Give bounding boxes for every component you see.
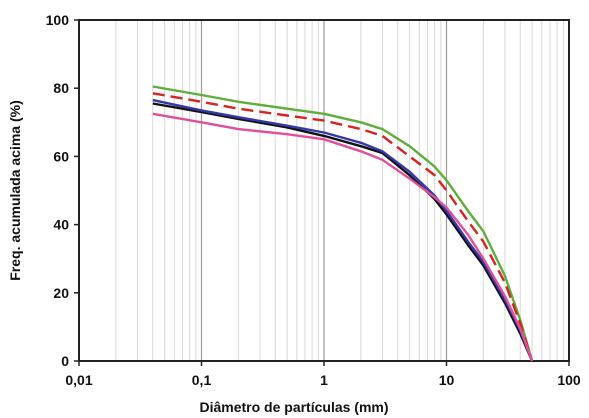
y-tick-label: 20 <box>53 285 69 301</box>
minor-gridlines <box>115 20 564 361</box>
y-tick-label: 0 <box>61 353 69 369</box>
y-tick-label: 80 <box>53 80 69 96</box>
x-axis-ticks: 0,01 0,1 1 10 100 <box>65 361 581 388</box>
x-tick-label: 0,1 <box>192 372 212 388</box>
series-line <box>152 112 534 362</box>
series-line <box>152 85 534 362</box>
x-axis-title: Diâmetro de partículas (mm) <box>199 399 388 415</box>
y-axis-title: Freq. acumulada acima (%) <box>7 100 23 281</box>
series-line <box>152 98 534 362</box>
series-line <box>152 102 534 362</box>
y-tick-label: 40 <box>53 217 69 233</box>
series-layer <box>152 85 534 362</box>
series-line <box>152 92 534 362</box>
y-tick-label: 100 <box>46 12 70 28</box>
x-tick-label: 1 <box>320 372 328 388</box>
x-tick-label: 10 <box>439 372 455 388</box>
x-tick-label: 0,01 <box>65 372 92 388</box>
x-tick-label: 100 <box>557 372 581 388</box>
y-axis-ticks: 0 20 40 60 80 100 <box>46 12 79 369</box>
y-tick-label: 60 <box>53 148 69 164</box>
